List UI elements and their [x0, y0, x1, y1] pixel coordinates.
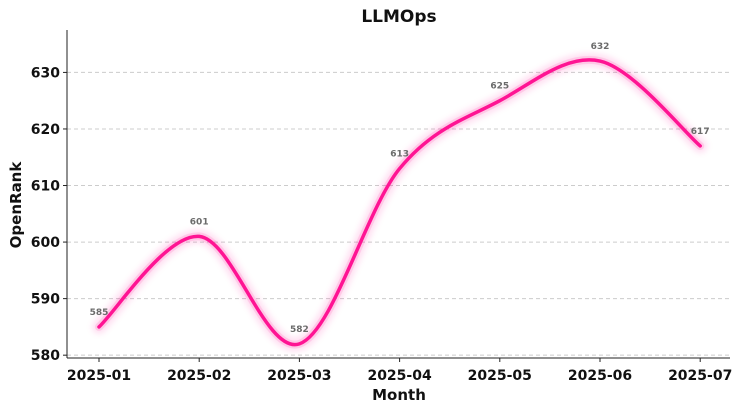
data-label: 613 — [390, 150, 409, 160]
y-tick-label: 600 — [31, 235, 60, 251]
chart-title: LLMOps — [361, 7, 436, 27]
series-halo — [95, 55, 705, 349]
x-tick-label: 2025-05 — [468, 368, 532, 384]
x-tick-label: 2025-03 — [267, 368, 331, 384]
axes-layer: 580 590 600 610 620 630 2025-01 2025-02 2025-03 2… — [31, 30, 732, 384]
x-tick-label: 2025-04 — [367, 368, 432, 384]
data-label: 582 — [290, 325, 309, 335]
x-axis-label: Month — [372, 386, 426, 404]
y-tick-label: 590 — [31, 292, 60, 308]
x-tick-label: 2025-01 — [67, 368, 131, 384]
data-label: 617 — [691, 127, 710, 137]
data-label: 601 — [190, 217, 209, 227]
data-label: 632 — [591, 42, 610, 52]
y-tick-label: 620 — [31, 122, 60, 138]
grid-layer — [67, 71, 730, 356]
x-tick-label: 2025-07 — [668, 368, 732, 384]
y-tick-label: 610 — [31, 179, 60, 195]
y-tick-label: 580 — [31, 348, 60, 364]
series-line — [97, 58, 702, 347]
x-tick-label: 2025-02 — [167, 368, 231, 384]
x-tick-label: 2025-06 — [568, 368, 632, 384]
data-labels-layer: 585 601 582 613 625 632 617 — [90, 42, 710, 335]
data-label: 625 — [490, 82, 509, 92]
y-axis-label: OpenRank — [7, 161, 25, 249]
data-label: 585 — [90, 308, 109, 318]
series-glow — [92, 52, 708, 352]
y-tick-label: 630 — [31, 65, 60, 81]
series-layer — [92, 52, 708, 352]
